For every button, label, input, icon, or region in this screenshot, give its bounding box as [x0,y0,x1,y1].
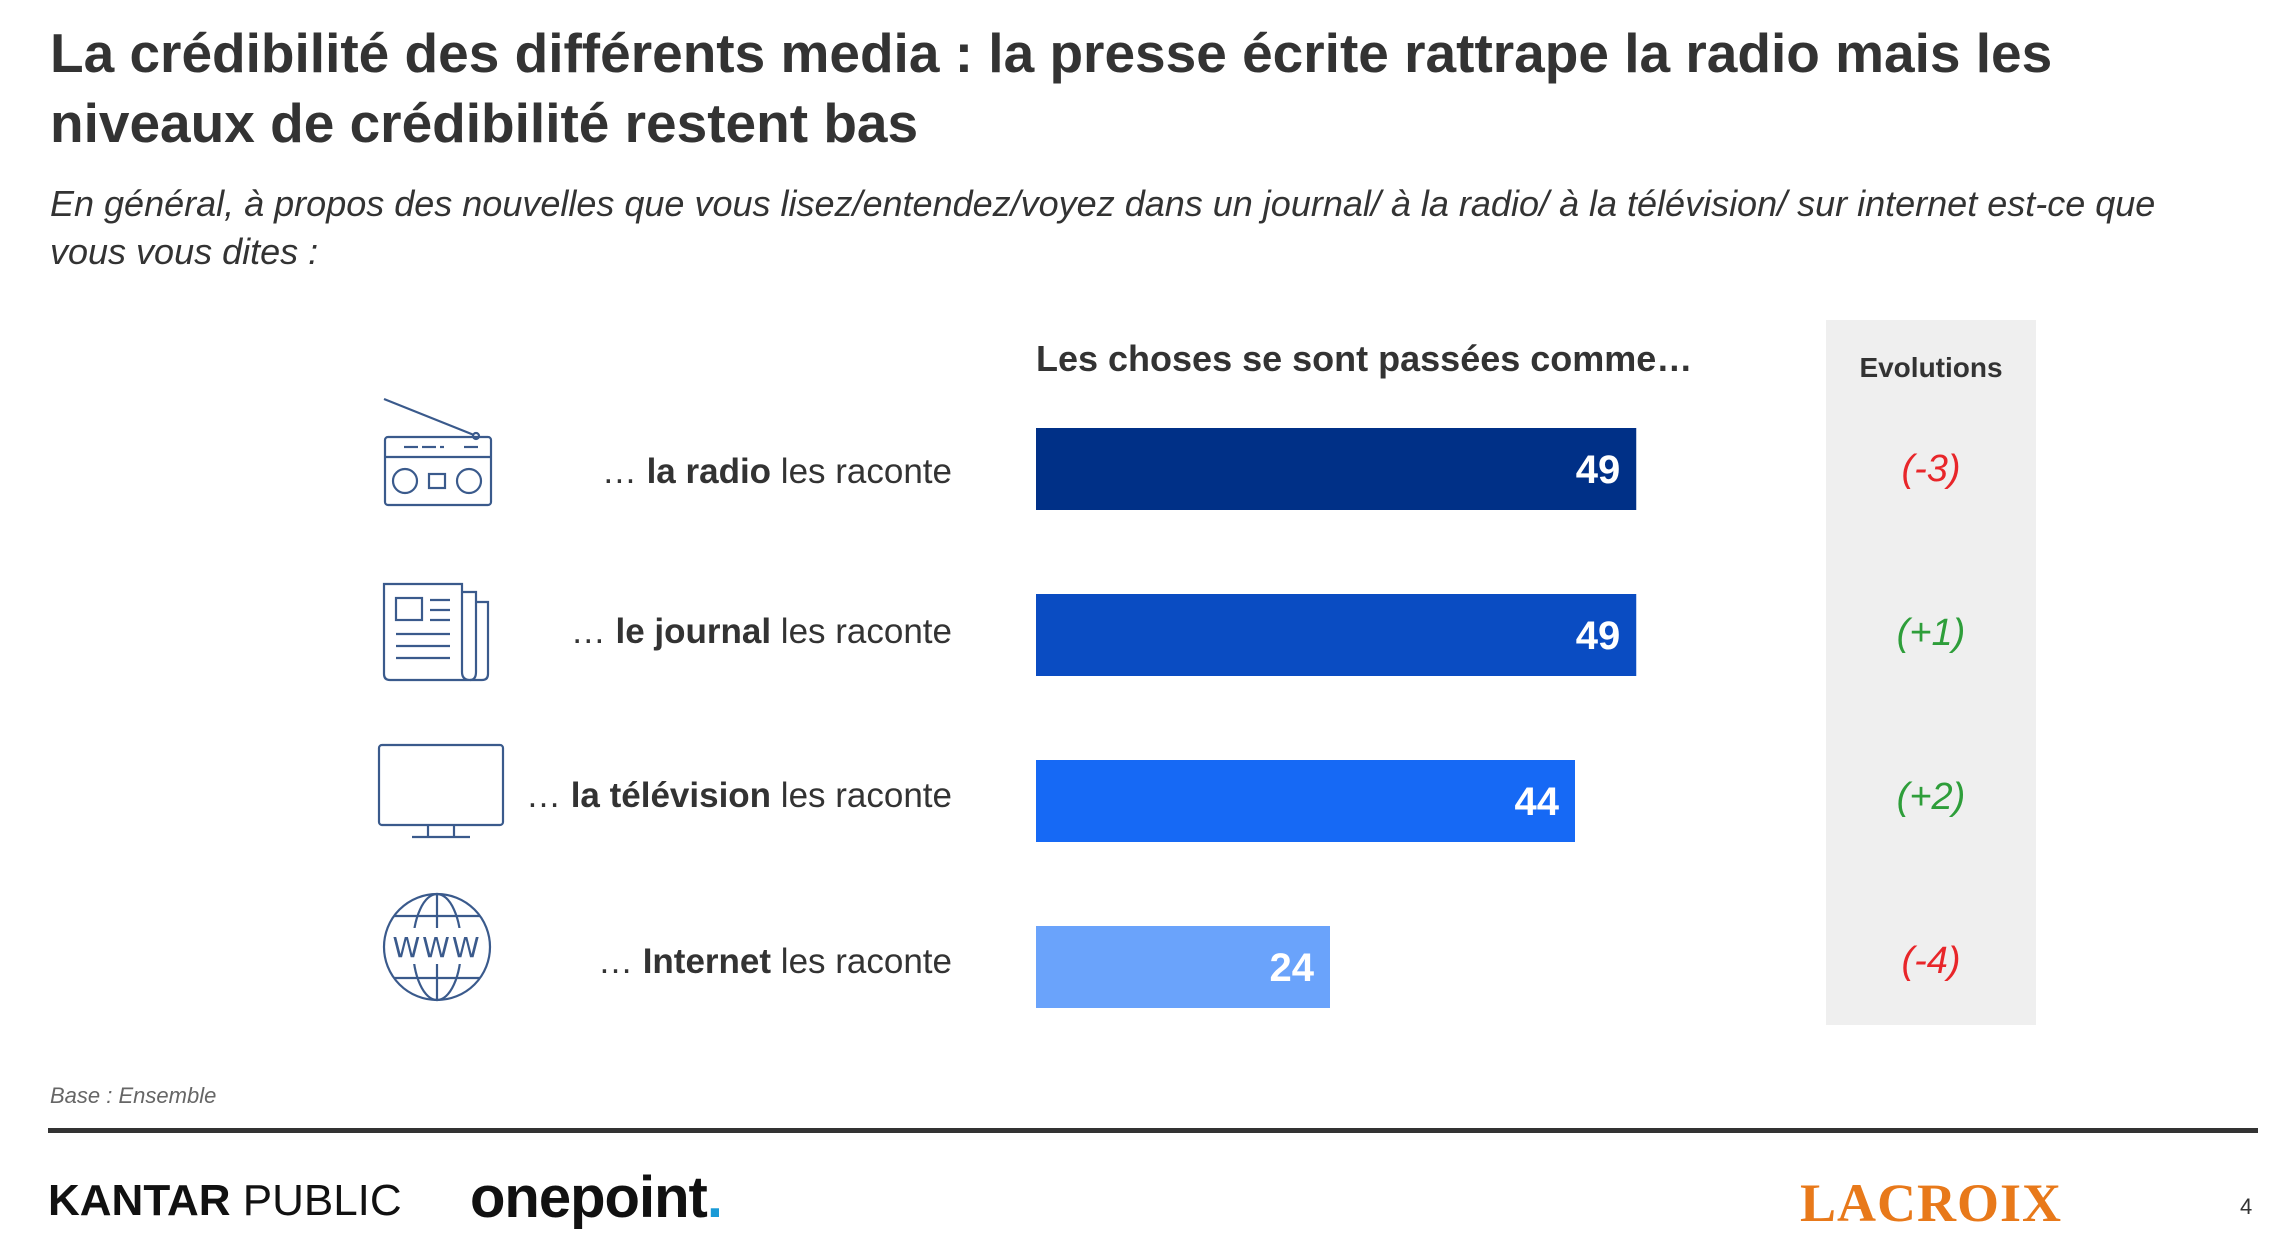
row-label-suffix: les raconte [771,942,952,981]
evolution-value-television: (+2) [1896,776,1966,818]
column-header: Les choses se sont passées comme… [1036,338,1693,379]
newspaper-icon [382,582,490,682]
question-text: En général, à propos des nouvelles que v… [50,183,2156,272]
bar-journal [1036,594,1637,676]
globe-www-icon: www WWW [382,892,492,1002]
row-label-bold: le journal [615,612,772,651]
evolution-value-internet: (-4) [1901,940,1961,982]
kantar-logo-rest: PUBLIC [230,1176,402,1225]
footer-divider [48,1128,2258,1133]
row-label-prefix: … [525,776,571,815]
evolutions-panel: Evolutions (-3) (+1) (+2) (-4) [1826,320,2036,1025]
bar-radio [1036,428,1637,510]
row-label-bold: Internet [642,942,772,981]
television-icon [377,743,505,839]
bar-television [1036,760,1575,842]
row-label-television: … la télévision les raconte [526,776,952,816]
bar-internet [1036,926,1330,1008]
la-croix-logo: LACROIX [1800,1173,2063,1233]
evolutions-header: Evolutions [1859,352,2003,383]
row-label-suffix: les raconte [771,612,952,651]
onepoint-logo: onepoint. [470,1164,723,1231]
row-label-prefix: … [570,612,616,651]
bar-value-label-internet: 24 [1270,946,1315,990]
page-number: 4 [2240,1194,2253,1219]
bar-value-label-television: 44 [1515,780,1560,824]
row-label-internet: … Internet les raconte [598,942,952,982]
row-label-suffix: les raconte [771,776,952,815]
bar-value-label-radio: 49 [1576,448,1621,492]
row-label-journal: … le journal les raconte [571,612,952,652]
onepoint-logo-dot: . [706,1165,723,1230]
page-title: La crédibilité des différents media : la… [50,22,2053,154]
row-label-radio: … la radio les raconte [602,452,952,492]
bar-value-label-journal: 49 [1576,614,1621,658]
row-label-bold: la télévision [570,776,772,815]
kantar-public-logo: KANTAR PUBLIC [48,1176,402,1226]
onepoint-logo-text: onepoint [470,1165,708,1230]
kantar-logo-bold: KANTAR [48,1176,231,1225]
evolution-value-journal: (+1) [1896,612,1966,654]
row-label-bold: la radio [646,452,772,491]
base-note: Base : Ensemble [50,1083,217,1108]
row-label-prefix: … [601,452,647,491]
svg-text:WWW: WWW [392,931,481,964]
evolution-value-radio: (-3) [1901,448,1961,490]
row-label-prefix: … [597,942,643,981]
row-label-suffix: les raconte [771,452,952,491]
radio-icon [383,397,493,507]
